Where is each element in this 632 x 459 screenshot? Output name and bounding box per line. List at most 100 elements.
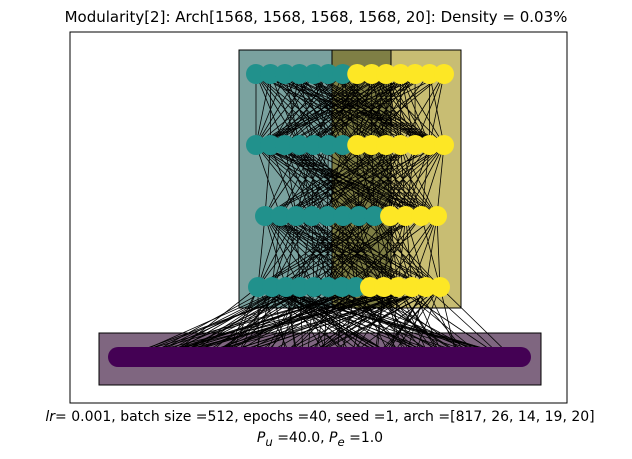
edge <box>383 215 407 288</box>
connection-edges <box>119 73 517 358</box>
edge <box>374 215 399 288</box>
edge <box>303 286 427 358</box>
edge <box>389 215 399 288</box>
edge <box>264 144 315 217</box>
edge <box>341 215 344 288</box>
edge <box>307 286 315 358</box>
figure-title: Modularity[2]: Arch[1568, 1568, 1568, 15… <box>64 8 568 26</box>
edge <box>284 73 416 146</box>
edge <box>285 286 396 358</box>
edge <box>328 144 391 217</box>
edge <box>296 215 385 288</box>
edge <box>342 73 445 146</box>
edge <box>285 286 388 358</box>
edge <box>299 215 422 288</box>
edge <box>299 73 430 146</box>
edge <box>420 215 441 288</box>
edge <box>285 215 297 288</box>
edge <box>264 215 399 288</box>
edge <box>356 144 438 217</box>
edge <box>324 286 427 358</box>
edge <box>295 215 343 288</box>
edge <box>311 144 315 217</box>
module-b-node <box>419 64 440 84</box>
edge <box>341 215 438 288</box>
edge <box>400 144 407 217</box>
edge <box>257 286 292 358</box>
caption-line-2: Pu =40.0, Pe =1.0 <box>0 430 632 449</box>
module-b-node <box>405 64 426 84</box>
edge <box>284 144 328 217</box>
edge <box>355 215 422 288</box>
module-a-node <box>303 135 324 155</box>
edge <box>270 144 297 217</box>
edge <box>436 215 441 288</box>
edge <box>255 73 372 146</box>
module-b-node <box>380 206 401 226</box>
edge <box>374 144 445 217</box>
edge <box>358 144 387 217</box>
module-b-node <box>430 277 450 297</box>
module-a-node <box>348 206 369 226</box>
module-b-node <box>405 135 426 155</box>
edge <box>397 286 502 358</box>
edge <box>257 215 297 288</box>
edge <box>264 215 329 288</box>
edge <box>400 73 445 146</box>
edge <box>179 286 357 358</box>
edge <box>436 144 445 217</box>
module-b-node <box>390 64 411 84</box>
edge <box>374 144 401 217</box>
edge <box>327 215 385 288</box>
edge <box>257 215 266 288</box>
module-b-node <box>376 135 397 155</box>
edge <box>271 215 422 288</box>
edge <box>383 215 391 288</box>
edge <box>405 215 413 288</box>
edge <box>369 286 474 358</box>
edge <box>309 286 385 358</box>
edge <box>299 144 375 217</box>
edge <box>257 215 375 288</box>
edge <box>374 144 387 217</box>
module-b-node <box>427 206 447 226</box>
edge <box>356 73 445 146</box>
edge <box>255 144 375 217</box>
module-a-node <box>318 277 338 297</box>
edge <box>285 286 357 358</box>
module-a-node <box>274 135 295 155</box>
edge <box>270 144 328 217</box>
edge <box>285 215 360 288</box>
edge <box>374 215 441 288</box>
edge <box>212 286 427 358</box>
edge <box>313 144 344 217</box>
edge <box>295 144 315 217</box>
edge <box>271 286 413 358</box>
edge <box>311 215 357 288</box>
edge <box>405 215 427 288</box>
edge <box>355 215 407 288</box>
edge <box>129 286 371 358</box>
edge <box>311 215 399 288</box>
edge <box>327 144 373 217</box>
edge <box>348 286 441 358</box>
edge <box>342 144 438 217</box>
edge <box>327 144 416 217</box>
edge <box>255 73 430 146</box>
module-b-node <box>347 64 368 84</box>
edge <box>327 215 399 288</box>
edge <box>327 215 427 288</box>
edge <box>400 144 422 217</box>
edge <box>371 144 438 217</box>
edge <box>385 144 391 217</box>
edge <box>342 144 360 217</box>
edge <box>280 215 357 288</box>
module-b-node <box>390 135 411 155</box>
module-a-node <box>260 64 281 84</box>
edge <box>257 215 313 288</box>
edge <box>311 215 343 288</box>
module-a-node <box>301 206 322 226</box>
edge <box>355 215 360 288</box>
edge <box>271 215 297 288</box>
edge <box>374 215 427 288</box>
